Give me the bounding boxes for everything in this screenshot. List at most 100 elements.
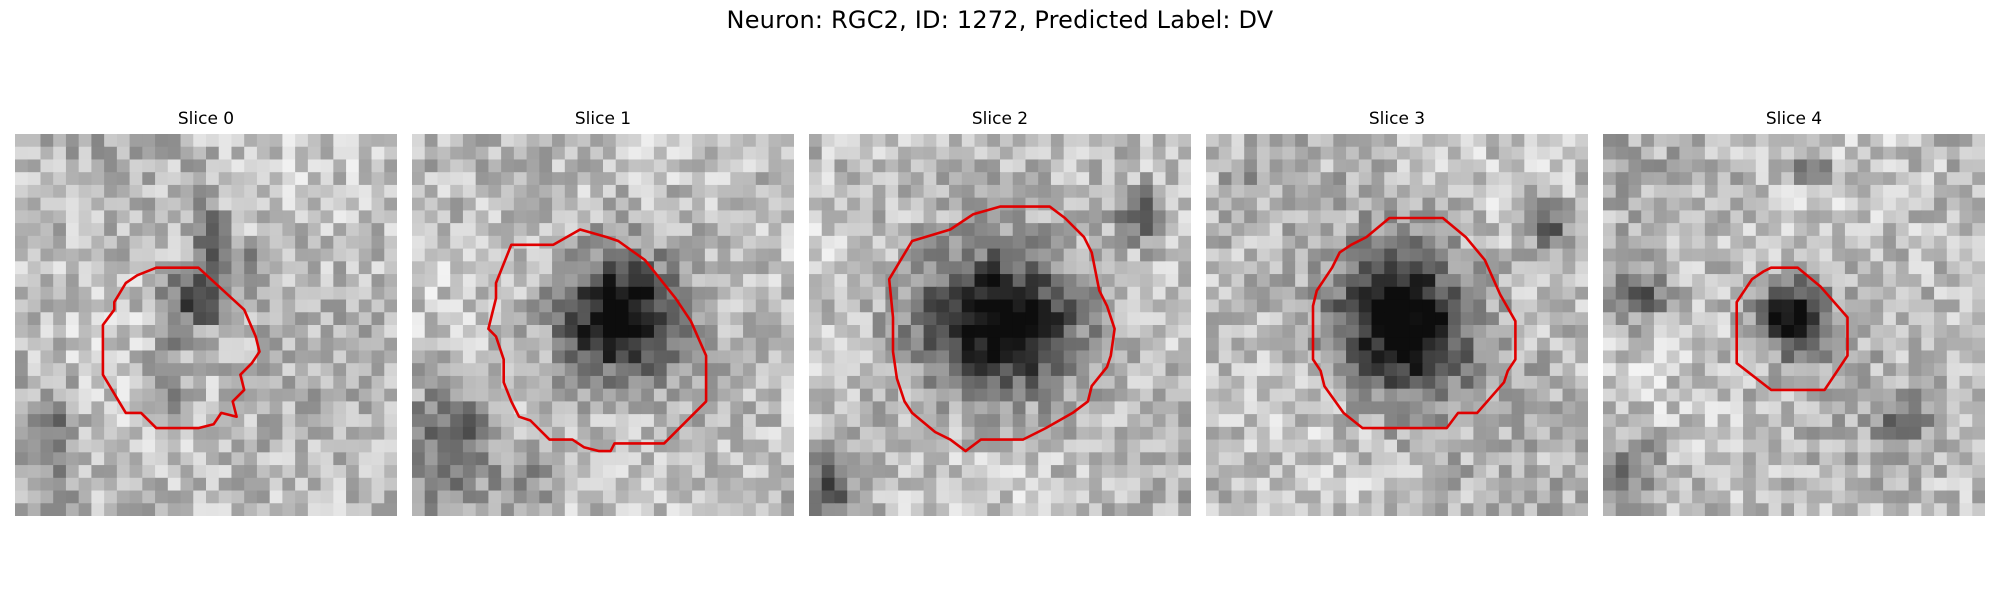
image-pixel: [1628, 248, 1642, 262]
image-pixel: [371, 235, 385, 250]
image-pixel: [450, 477, 464, 492]
image-pixel: [1358, 274, 1373, 288]
image-pixel: [1666, 426, 1680, 441]
image-pixel: [1256, 350, 1271, 364]
image-pixel: [847, 401, 861, 415]
image-pixel: [1371, 261, 1385, 275]
image-pixel: [1218, 426, 1233, 441]
image-pixel: [1076, 325, 1090, 339]
image-pixel: [1641, 401, 1655, 415]
image-pixel: [1730, 274, 1744, 288]
image-pixel: [1409, 235, 1424, 250]
image-pixel: [1537, 172, 1551, 186]
image-pixel: [603, 299, 617, 313]
image-pixel: [1152, 210, 1167, 224]
image-pixel: [1717, 274, 1731, 288]
image-pixel: [1946, 286, 1961, 301]
image-pixel: [898, 134, 912, 148]
image-pixel: [218, 363, 233, 377]
image-pixel: [333, 401, 347, 415]
image-pixel: [692, 223, 706, 237]
image-pixel: [1000, 223, 1014, 237]
image-pixel: [859, 299, 874, 313]
image-pixel: [1101, 325, 1116, 339]
image-pixel: [1140, 401, 1154, 415]
image-pixel: [462, 299, 477, 313]
image-pixel: [501, 274, 515, 288]
image-pixel: [412, 477, 426, 492]
image-pixel: [155, 286, 169, 301]
image-pixel: [1679, 363, 1693, 377]
image-pixel: [1870, 184, 1884, 199]
image-pixel: [206, 299, 220, 313]
image-pixel: [641, 337, 655, 352]
image-pixel: [641, 134, 655, 148]
image-pixel: [1972, 490, 1985, 504]
image-pixel: [231, 286, 245, 301]
image-pixel: [1473, 465, 1487, 479]
image-pixel: [167, 248, 182, 262]
image-pixel: [333, 388, 347, 402]
image-pixel: [641, 363, 655, 377]
image-pixel: [256, 223, 271, 237]
image-pixel: [1832, 439, 1846, 453]
image-pixel: [692, 159, 706, 173]
image-pixel: [333, 261, 347, 275]
image-pixel: [590, 465, 604, 479]
image-pixel: [269, 235, 283, 250]
image-pixel: [307, 503, 322, 516]
image-pixel: [1397, 375, 1411, 390]
image-pixel: [1346, 134, 1360, 148]
image-pixel: [1000, 426, 1014, 441]
image-pixel: [1460, 363, 1474, 377]
image-pixel: [987, 350, 1001, 364]
image-pixel: [358, 375, 373, 390]
image-pixel: [1615, 274, 1630, 288]
image-pixel: [872, 465, 886, 479]
image-pixel: [1832, 312, 1846, 326]
image-pixel: [1743, 363, 1757, 377]
image-pixel: [1498, 197, 1513, 211]
image-pixel: [1603, 490, 1617, 504]
image-pixel: [949, 414, 963, 428]
image-pixel: [513, 465, 528, 479]
image-pixel: [180, 184, 194, 199]
image-pixel: [1549, 465, 1564, 479]
image-pixel: [859, 414, 874, 428]
image-pixel: [1921, 414, 1935, 428]
image-pixel: [1256, 325, 1271, 339]
image-pixel: [269, 261, 283, 275]
image-pixel: [809, 439, 823, 453]
image-pixel: [1679, 350, 1693, 364]
image-pixel: [1089, 146, 1103, 161]
image-pixel: [1781, 465, 1795, 479]
image-pixel: [692, 375, 706, 390]
image-pixel: [193, 350, 207, 364]
image-pixel: [1537, 159, 1551, 173]
image-pixel: [1050, 248, 1065, 262]
image-pixel: [1089, 401, 1103, 415]
image-pixel: [1603, 426, 1617, 441]
image-pixel: [1844, 477, 1859, 492]
image-pixel: [1346, 325, 1360, 339]
image-pixel: [142, 146, 156, 161]
image-pixel: [1895, 414, 1910, 428]
image-pixel: [1857, 223, 1871, 237]
image-pixel: [91, 261, 105, 275]
image-pixel: [1959, 184, 1973, 199]
image-pixel: [346, 159, 360, 173]
image-pixel: [244, 274, 258, 288]
image-pixel: [1320, 426, 1334, 441]
image-pixel: [155, 350, 169, 364]
image-pixel: [653, 312, 668, 326]
image-pixel: [717, 401, 731, 415]
image-pixel: [155, 503, 169, 516]
image-pixel: [1921, 401, 1935, 415]
image-pixel: [142, 477, 156, 492]
image-pixel: [1959, 465, 1973, 479]
image-pixel: [1244, 286, 1258, 301]
image-pixel: [40, 261, 54, 275]
image-pixel: [590, 312, 604, 326]
image-pixel: [1384, 274, 1398, 288]
image-pixel: [641, 184, 655, 199]
